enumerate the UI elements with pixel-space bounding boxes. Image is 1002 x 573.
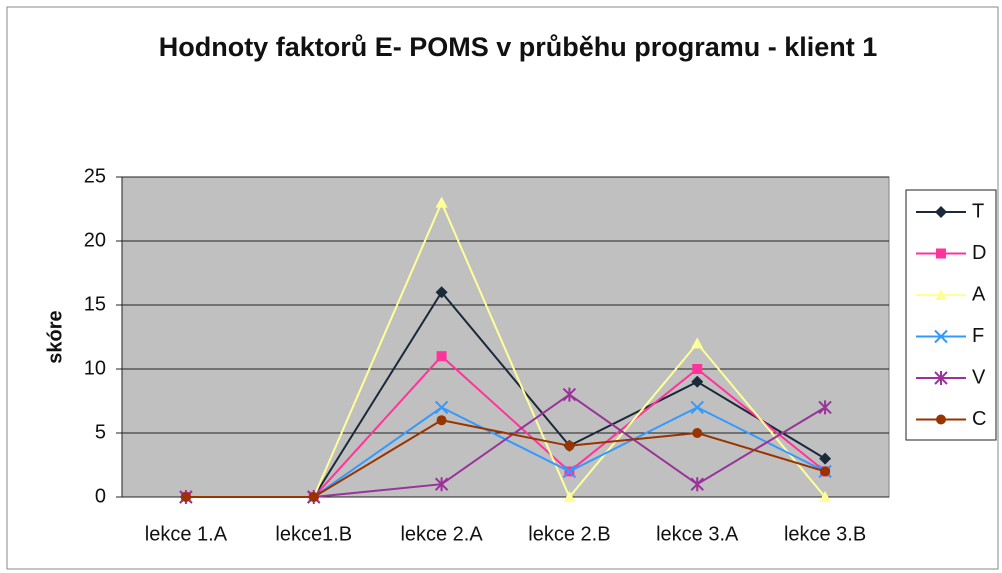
marker: [934, 371, 948, 385]
chart-title: Hodnoty faktorů E- POMS v průběhu progra…: [158, 32, 878, 62]
marker: [562, 387, 577, 402]
marker: [820, 466, 831, 477]
marker: [434, 477, 449, 492]
x-tick-label: lekce 3.B: [784, 523, 866, 545]
y-tick-label: 5: [95, 421, 106, 443]
marker: [690, 400, 704, 415]
legend-label: V: [972, 366, 986, 388]
x-tick-label: lekce 3.A: [656, 523, 739, 545]
legend-label: T: [972, 200, 984, 222]
y-axis-label: skóre: [44, 310, 66, 363]
x-tick-label: lekce 2.B: [528, 523, 610, 545]
y-tick-label: 20: [84, 229, 106, 251]
legend-label: D: [972, 242, 986, 264]
marker: [436, 415, 447, 426]
x-tick-label: lekce 1.A: [145, 523, 228, 545]
marker: [691, 337, 704, 349]
y-tick-label: 10: [84, 357, 106, 379]
marker: [180, 492, 191, 502]
marker: [562, 464, 577, 479]
marker: [690, 477, 704, 492]
marker: [435, 286, 448, 299]
y-tick-label: 15: [84, 293, 106, 315]
marker: [818, 400, 832, 415]
marker: [564, 440, 575, 451]
marker: [934, 329, 948, 344]
legend-label: C: [972, 408, 986, 430]
marker: [435, 196, 448, 208]
marker: [819, 452, 832, 465]
series-line: [185, 419, 826, 498]
marker: [935, 206, 947, 218]
x-tick-label: lekce1.B: [275, 523, 352, 545]
marker: [434, 400, 449, 415]
legend-label: F: [972, 325, 984, 347]
marker: [936, 248, 946, 259]
marker: [935, 289, 947, 300]
marker: [563, 491, 576, 502]
chart-border: [6, 6, 999, 570]
plot-area: [121, 176, 890, 498]
y-tick-label: 25: [84, 165, 106, 187]
marker: [692, 364, 703, 374]
marker: [692, 428, 703, 438]
marker: [436, 351, 447, 362]
marker: [308, 492, 319, 502]
y-tick-label: 0: [95, 485, 106, 507]
x-tick-label: lekce 2.A: [400, 523, 483, 545]
legend-label: A: [972, 283, 986, 305]
marker: [936, 414, 946, 425]
marker: [691, 375, 704, 388]
legend: [905, 189, 997, 441]
marker: [819, 491, 832, 502]
